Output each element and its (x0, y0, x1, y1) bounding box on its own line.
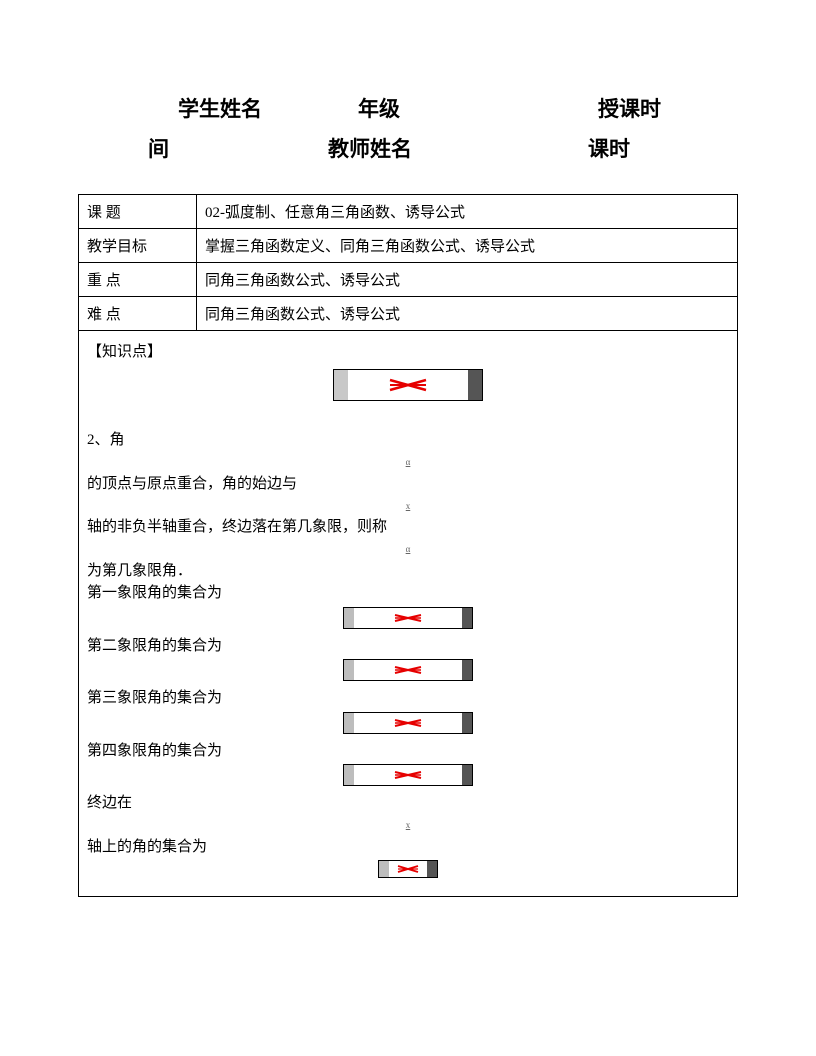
broken-image-icon (333, 369, 483, 401)
broken-image-icon (343, 764, 473, 786)
cell-value: 掌握三角函数定义、同角三角函数公式、诱导公式 (197, 228, 738, 262)
broken-image-icon (378, 860, 438, 878)
label-grade: 年级 (358, 90, 538, 130)
cell-label: 难 点 (79, 296, 197, 330)
table-row: 教学目标 掌握三角函数定义、同角三角函数公式、诱导公式 (79, 228, 738, 262)
formula-placeholder (87, 860, 729, 878)
content-area: 【知识点】 2、角 α 的顶点与原点重合，角的始边与 x 轴的非负半轴重合，终边… (78, 331, 738, 898)
table-row: 重 点 同角三角函数公式、诱导公式 (79, 262, 738, 296)
lesson-header: 学生姓名 年级 授课时 间 教师姓名 课时 (78, 90, 738, 170)
quadrant-4-label: 第四象限角的集合为 (87, 740, 729, 763)
table-row: 难 点 同角三角函数公式、诱导公式 (79, 296, 738, 330)
broken-image-icon (343, 659, 473, 681)
inline-symbol: α (87, 541, 729, 558)
text-line: 轴上的角的集合为 (87, 836, 729, 859)
formula-placeholder (87, 607, 729, 629)
inline-symbol: x (87, 817, 729, 834)
cell-label: 课 题 (79, 194, 197, 228)
text-line: 的顶点与原点重合，角的始边与 (87, 473, 729, 496)
cell-value: 同角三角函数公式、诱导公式 (197, 296, 738, 330)
broken-image-icon (343, 712, 473, 734)
label-class-hours: 课时 (528, 130, 668, 170)
cell-label: 重 点 (79, 262, 197, 296)
inline-symbol: α (87, 454, 729, 471)
quadrant-3-label: 第三象限角的集合为 (87, 687, 729, 710)
text-line: 为第几象限角． (87, 560, 729, 583)
formula-placeholder (87, 659, 729, 681)
label-jian: 间 (148, 130, 318, 170)
inline-symbol: x (87, 497, 729, 514)
label-teacher-name: 教师姓名 (318, 130, 528, 170)
info-table: 课 题 02-弧度制、任意角三角函数、诱导公式 教学目标 掌握三角函数定义、同角… (78, 194, 738, 331)
quadrant-1-label: 第一象限角的集合为 (87, 582, 729, 605)
formula-placeholder (87, 369, 729, 401)
broken-image-icon (343, 607, 473, 629)
label-student-name: 学生姓名 (148, 90, 358, 130)
cell-value: 同角三角函数公式、诱导公式 (197, 262, 738, 296)
cell-label: 教学目标 (79, 228, 197, 262)
text-line: 2、角 (87, 429, 729, 452)
formula-placeholder (87, 764, 729, 786)
knowledge-heading: 【知识点】 (87, 341, 729, 364)
text-line: 终边在 (87, 792, 729, 815)
label-teach-time: 授课时 (538, 90, 668, 130)
text-line: 轴的非负半轴重合，终边落在第几象限，则称 (87, 516, 729, 539)
cell-value: 02-弧度制、任意角三角函数、诱导公式 (197, 194, 738, 228)
quadrant-2-label: 第二象限角的集合为 (87, 635, 729, 658)
formula-placeholder (87, 712, 729, 734)
table-row: 课 题 02-弧度制、任意角三角函数、诱导公式 (79, 194, 738, 228)
